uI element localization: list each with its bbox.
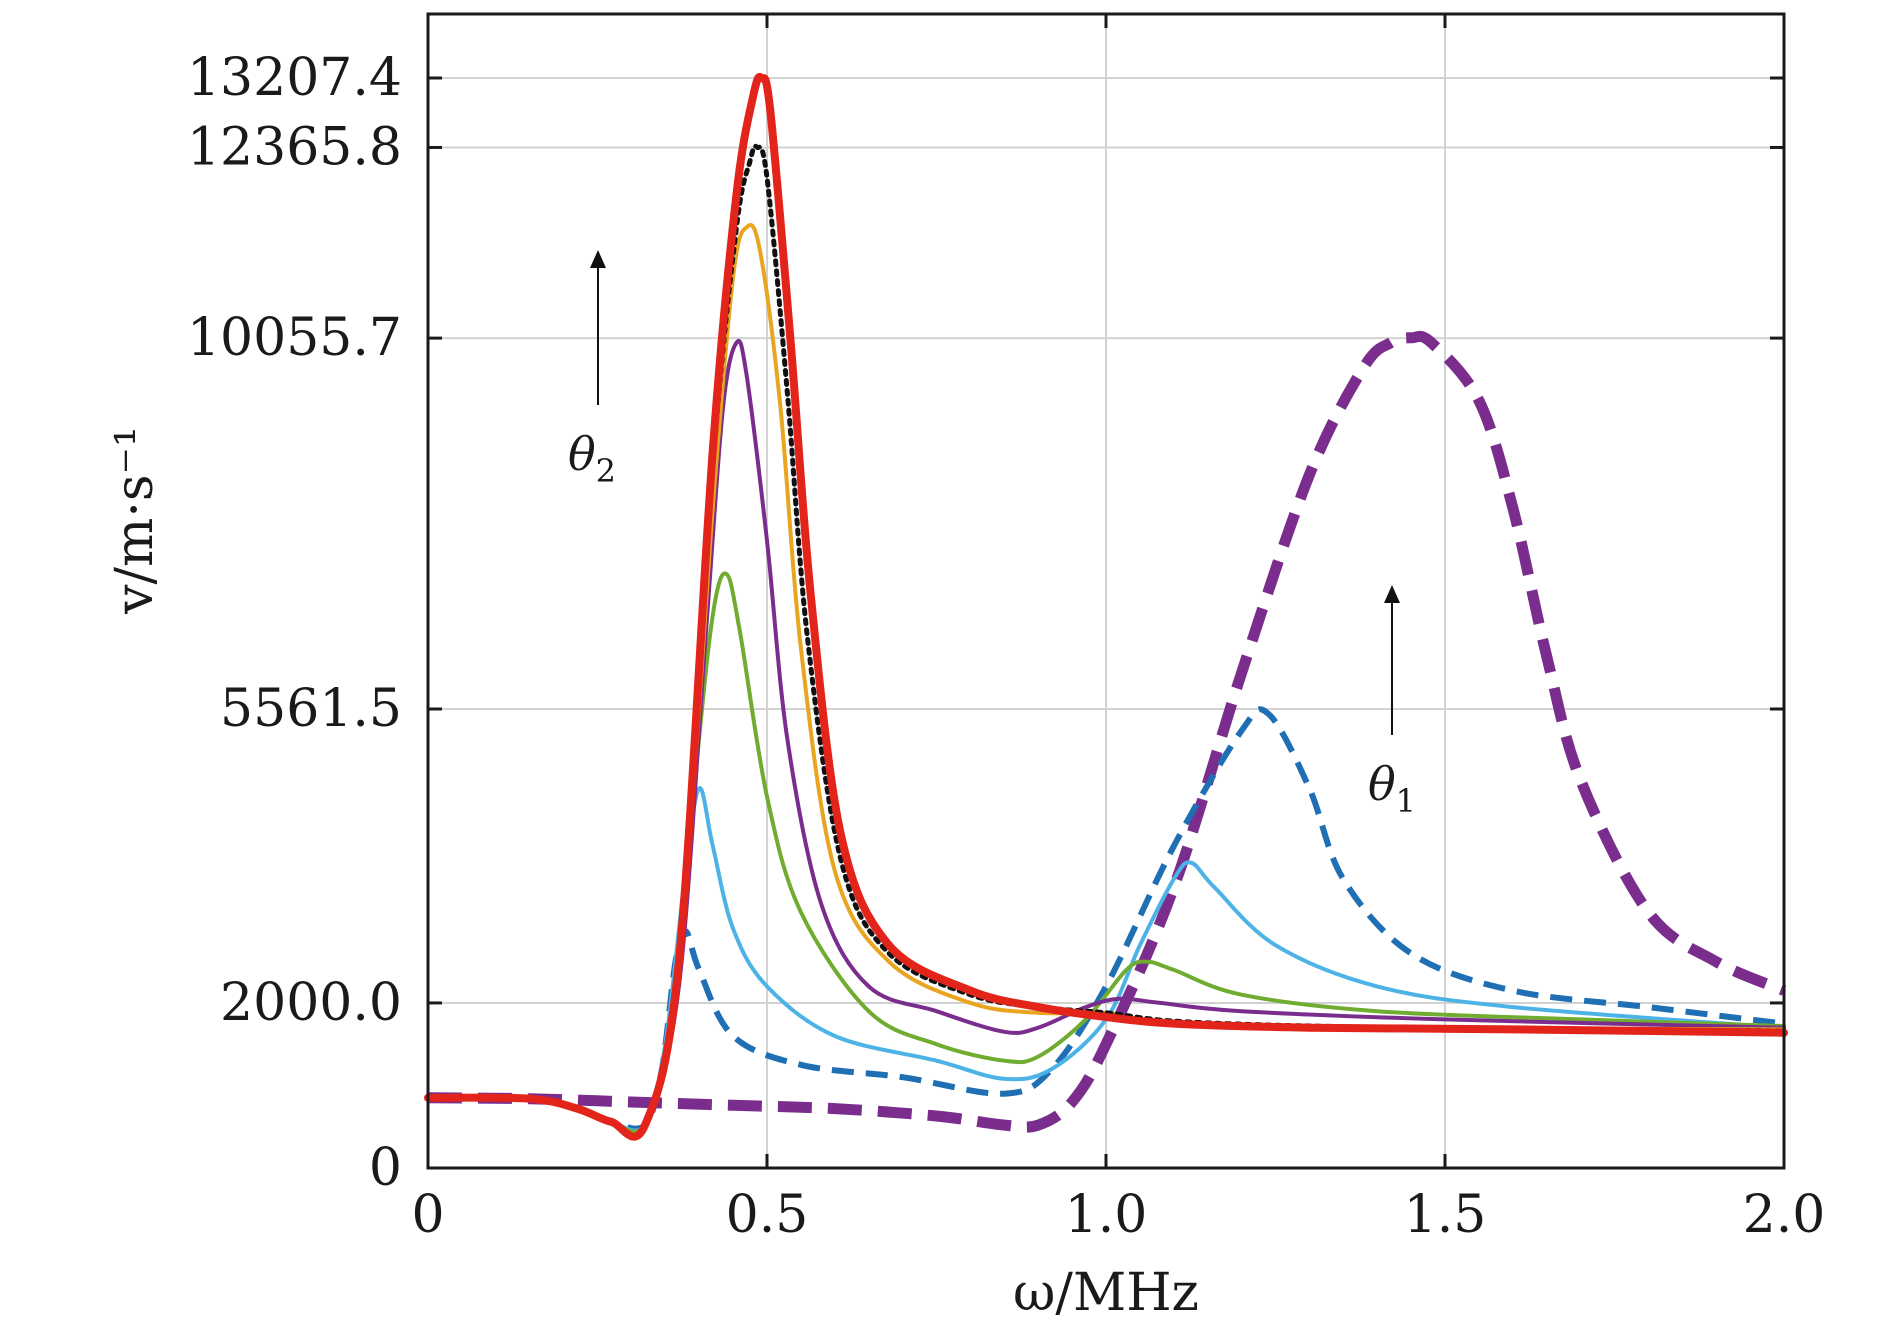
y-tick-label: 2000.0 xyxy=(220,973,402,1033)
y-tick-label: 12365.8 xyxy=(187,117,402,177)
x-tick-label: 1.0 xyxy=(1065,1185,1148,1245)
y-tick-label: 0 xyxy=(369,1138,402,1198)
series-curve-blue-dashed xyxy=(427,706,1785,1132)
annotation-arrow-head xyxy=(1384,585,1400,603)
annotation-label: θ2 xyxy=(568,427,616,490)
annotation-label: θ1 xyxy=(1368,757,1416,820)
x-tick-label: 1.5 xyxy=(1404,1185,1487,1245)
grid xyxy=(428,14,1784,1168)
x-tick-label: 0.5 xyxy=(726,1185,809,1245)
y-tick-labels: 0 2000.0 5561.5 10055.7 12365.8 13207.4 xyxy=(187,48,402,1198)
y-axis-title: v/m·s⁻¹ xyxy=(105,426,165,615)
series-curve-purple-thick-dashed xyxy=(427,330,1787,1133)
annotation-arrow-head xyxy=(590,250,606,268)
annotations: θ2 θ1 xyxy=(568,250,1416,820)
series-layer xyxy=(424,72,1788,1141)
y-tick-label: 5561.5 xyxy=(220,679,402,739)
y-tick-label: 13207.4 xyxy=(187,48,402,108)
x-axis-title: ω/MHz xyxy=(1013,1263,1199,1323)
y-tick-label: 10055.7 xyxy=(187,308,402,368)
x-tick-label: 0 xyxy=(411,1185,444,1245)
x-tick-label: 2.0 xyxy=(1743,1185,1826,1245)
series-curve-red-thick xyxy=(424,72,1788,1141)
ticks xyxy=(426,14,1786,1170)
x-tick-labels: 0 0.5 1.0 1.5 2.0 xyxy=(411,1185,1825,1245)
